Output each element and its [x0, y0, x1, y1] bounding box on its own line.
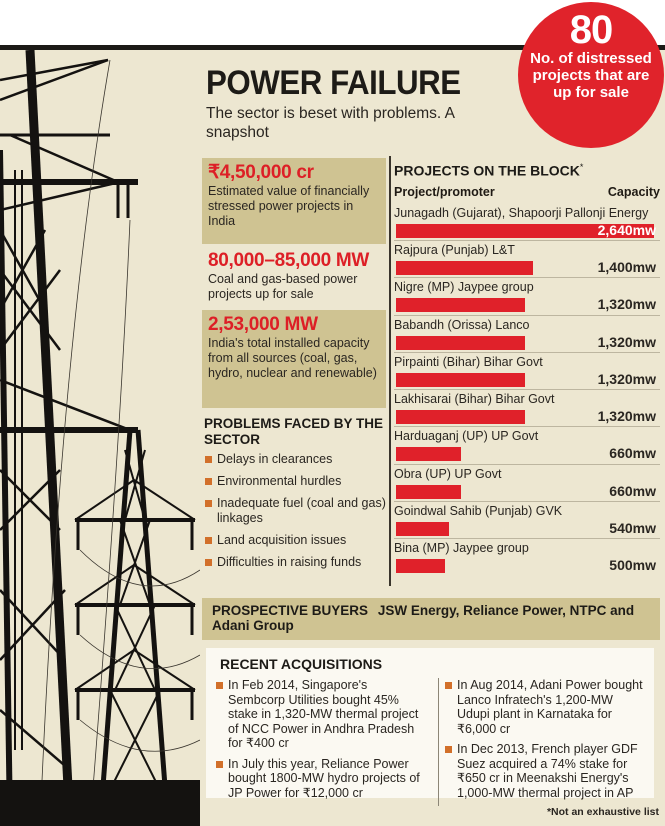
column-header-capacity: Capacity: [607, 184, 660, 199]
project-row: Nigre (MP) Jaypee group 1,320mw: [394, 278, 660, 316]
project-name: Lakhisarai (Bihar) Bihar Govt: [394, 392, 555, 407]
stat-installed-capacity: 2,53,000 MW India's total installed capa…: [202, 310, 386, 408]
buyers-value: JSW Energy, Reliance Power, NTPC and Ada…: [212, 603, 635, 633]
project-name: Obra (UP) UP Govt: [394, 466, 502, 481]
acquisition-item: In Feb 2014, Singapore's Sembcorp Utilit…: [216, 678, 422, 751]
problem-item: Delays in clearances: [204, 452, 386, 467]
project-name: Goindwal Sahib (Punjab) GVK: [394, 504, 563, 519]
capacity-value: 660mw: [609, 482, 656, 499]
project-row: Obra (UP) UP Govt 660mw: [394, 465, 660, 503]
capacity-bar: [396, 484, 461, 499]
project-name: Bina (MP) Jaypee group: [394, 541, 529, 556]
capacity-value: 1,320mw: [597, 296, 656, 313]
problems-heading: PROBLEMS FACED BY THE SECTOR: [204, 416, 384, 447]
problem-item: Land acquisition issues: [204, 533, 386, 548]
stat-description: Coal and gas-based power projects up for…: [208, 272, 358, 301]
project-name: Babandh (Orissa) Lanco: [394, 317, 530, 332]
column-header-project: Project/promoter: [394, 184, 495, 199]
badge-number: 80: [569, 8, 614, 52]
project-name: Harduaganj (UP) UP Govt: [394, 429, 539, 444]
asterisk: *: [579, 162, 584, 172]
stat-description: Estimated value of financially stressed …: [208, 184, 370, 228]
capacity-bar: [396, 260, 533, 275]
project-row: Junagadh (Gujarat), Shapoorji Pallonji E…: [394, 204, 660, 241]
project-row: Pirpainti (Bihar) Bihar Govt 1,320mw: [394, 353, 660, 391]
capacity-value: 2,640mw: [597, 221, 656, 238]
acquisitions-left-column: In Feb 2014, Singapore's Sembcorp Utilit…: [216, 678, 422, 806]
acquisitions-right-column: In Aug 2014, Adani Power bought Lanco In…: [438, 678, 644, 806]
page-subtitle: The sector is beset with problems. A sna…: [206, 105, 455, 141]
project-row: Bina (MP) Jaypee group 500mw: [394, 539, 660, 576]
capacity-value: 1,320mw: [597, 333, 656, 350]
capacity-bar: [396, 335, 525, 350]
projects-heading: PROJECTS ON THE BLOCK*: [394, 158, 660, 180]
projects-heading-text: PROJECTS ON THE BLOCK: [394, 162, 580, 179]
prospective-buyers-box: PROSPECTIVE BUYERS JSW Energy, Reliance …: [202, 598, 660, 640]
project-name: Pirpainti (Bihar) Bihar Govt: [394, 354, 543, 369]
problem-item: Difficulties in raising funds: [204, 555, 386, 570]
stat-value: 2,53,000 MW: [208, 314, 318, 335]
project-row: Lakhisarai (Bihar) Bihar Govt 1,320mw: [394, 390, 660, 428]
project-name: Nigre (MP) Jaypee group: [394, 280, 534, 295]
project-name: Rajpura (Punjab) L&T: [394, 242, 515, 257]
capacity-value: 660mw: [609, 445, 656, 462]
problems-section: PROBLEMS FACED BY THE SECTOR Delays in c…: [204, 416, 386, 577]
capacity-bar: [396, 372, 525, 387]
capacity-value: 540mw: [609, 520, 656, 537]
badge-label: No. of distressed projects that are up f…: [530, 50, 652, 101]
recent-acquisitions-box: RECENT ACQUISITIONS In Feb 2014, Singapo…: [206, 648, 654, 806]
top-rule: [0, 45, 665, 50]
acquisition-item: In Dec 2013, French player GDF Suez acqu…: [445, 742, 644, 800]
stat-value: 80,000–85,000 MW: [208, 250, 370, 271]
capacity-bar: [396, 522, 449, 537]
acquisitions-heading: RECENT ACQUISITIONS: [220, 656, 383, 672]
project-row: Rajpura (Punjab) L&T 1,400mw: [394, 241, 660, 279]
capacity-value: 1,320mw: [597, 408, 656, 425]
projects-chart: PROJECTS ON THE BLOCK* Project/promoter …: [394, 158, 660, 577]
problem-item: Environmental hurdles: [204, 474, 386, 489]
project-name: Junagadh (Gujarat), Shapoorji Pallonji E…: [394, 205, 649, 220]
stat-value: ₹4,50,000 cr: [208, 162, 314, 183]
capacity-value: 500mw: [609, 557, 656, 574]
problem-item: Inadequate fuel (coal and gas) linkages: [204, 496, 386, 526]
capacity-bar: [396, 298, 525, 313]
transmission-towers-illustration: [0, 50, 200, 826]
projects-rows: Junagadh (Gujarat), Shapoorji Pallonji E…: [394, 204, 660, 577]
capacity-value: 1,400mw: [597, 258, 656, 275]
capacity-bar: [396, 447, 461, 462]
capacity-bar: [396, 410, 525, 425]
footnote: *Not an exhaustive list: [546, 806, 659, 818]
problems-list: Delays in clearances Environmental hurdl…: [204, 452, 386, 570]
acquisition-item: In Aug 2014, Adani Power bought Lanco In…: [445, 678, 644, 736]
buyers-label: PROSPECTIVE BUYERS: [212, 603, 369, 618]
capacity-bar: [396, 559, 445, 574]
stat-capacity-for-sale: 80,000–85,000 MW Coal and gas-based powe…: [202, 246, 386, 308]
project-row: Goindwal Sahib (Punjab) GVK 540mw: [394, 502, 660, 540]
stat-stressed-value: ₹4,50,000 cr Estimated value of financia…: [202, 158, 386, 244]
column-divider: [389, 156, 391, 586]
page-title: POWER FAILURE: [206, 64, 461, 102]
project-row: Babandh (Orissa) Lanco 1,320mw: [394, 316, 660, 353]
acquisition-item: In July this year, Reliance Power bought…: [216, 757, 422, 801]
projects-column-headers: Project/promoter Capacity: [394, 184, 660, 200]
capacity-value: 1,320mw: [597, 370, 656, 387]
project-row: Harduaganj (UP) UP Govt 660mw: [394, 427, 660, 465]
distressed-projects-badge: 80 No. of distressed projects that are u…: [518, 2, 664, 148]
stat-description: India's total installed capacity from al…: [208, 336, 377, 380]
capacity-bar: [396, 223, 654, 238]
